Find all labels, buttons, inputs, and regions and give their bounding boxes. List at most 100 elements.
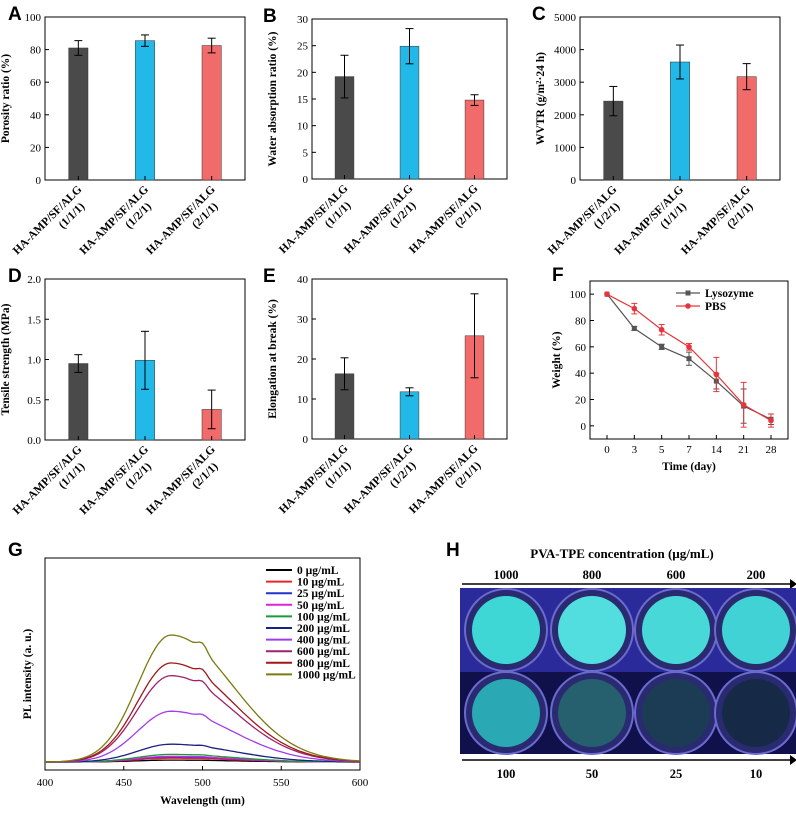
x-tick-label: 21 bbox=[738, 444, 749, 456]
panel-b: B 0 5 10 15 20 25 30 Water absorption ratio (%) H… bbox=[263, 6, 508, 266]
y-tick-label: 5 bbox=[303, 147, 309, 159]
y-tick-label: 5000 bbox=[554, 12, 577, 24]
series-point bbox=[659, 344, 665, 350]
x-tick-label: HA-AMP/SF/ALG(1/1/1) bbox=[11, 444, 94, 527]
legend-label: 25 µg/mL bbox=[297, 588, 345, 600]
legend-label: 800 µg/mL bbox=[297, 658, 350, 670]
y-tick-label: 1.0 bbox=[27, 355, 41, 367]
panel-d: D 0.0 0.5 1.0 1.5 2.0 Tensile strength (MPa) HA… bbox=[0, 266, 246, 527]
bar bbox=[201, 45, 222, 181]
y-tick-label: 20 bbox=[297, 67, 309, 79]
well bbox=[472, 679, 540, 747]
bar bbox=[68, 363, 89, 441]
y-tick-label: 0.5 bbox=[27, 395, 41, 407]
y-tick-label: 30 bbox=[297, 14, 309, 26]
bottom-row-concentration: 10 bbox=[750, 767, 763, 781]
bar bbox=[464, 99, 485, 180]
y-axis-label: WVTR (g/m²·24 h) bbox=[535, 52, 547, 145]
bottom-row-concentration: 25 bbox=[670, 767, 683, 781]
panel-label-g: G bbox=[8, 540, 23, 561]
legend-label: 400 µg/mL bbox=[297, 635, 350, 647]
y-tick-label: 40 bbox=[30, 110, 42, 122]
y-axis-label: Water absorption ratio (%) bbox=[267, 31, 279, 166]
x-tick-label: 600 bbox=[352, 777, 369, 789]
panel-label-a: A bbox=[8, 4, 22, 25]
x-tick-label: 450 bbox=[116, 777, 133, 789]
y-tick-label: 30 bbox=[297, 314, 309, 326]
bar bbox=[399, 45, 420, 180]
y-tick-label: 2000 bbox=[554, 110, 577, 122]
y-tick-label: 4000 bbox=[554, 45, 577, 57]
x-tick-label: HA-AMP/SF/ALG(2/1/1) bbox=[144, 444, 227, 527]
panel-h: H PVA-TPE concentration (µg/mL) 1000 800 6… bbox=[446, 540, 796, 781]
top-row-concentration: 800 bbox=[583, 568, 602, 582]
series-point bbox=[713, 371, 720, 378]
legend-label: 50 µg/mL bbox=[297, 600, 345, 612]
legend-marker bbox=[685, 303, 691, 309]
well bbox=[642, 679, 710, 747]
x-tick-label: HA-AMP/SF/ALG(2/1/1) bbox=[407, 443, 490, 526]
panel-e: E 0 10 20 30 40 Elongation at break (%) HA-AMP/… bbox=[263, 266, 508, 526]
y-tick-label: 80 bbox=[30, 45, 42, 57]
y-tick-label: 15 bbox=[297, 94, 309, 106]
legend-label: 0 µg/mL bbox=[297, 565, 339, 577]
legend-label: 1000 µg/mL bbox=[297, 669, 356, 681]
x-tick-label: HA-AMP/SF/ALG(1/2/1) bbox=[78, 444, 161, 527]
y-tick-label: 80 bbox=[575, 316, 587, 328]
panel-label-h: H bbox=[446, 540, 460, 561]
top-row-concentration: 200 bbox=[747, 568, 766, 582]
x-tick-label: HA-AMP/SF/ALG(1/2/1) bbox=[546, 184, 629, 267]
panel-label-b: B bbox=[263, 6, 277, 27]
bottom-row-concentration: 50 bbox=[586, 767, 599, 781]
x-tick-label: 14 bbox=[711, 444, 723, 456]
x-tick-label: 5 bbox=[659, 444, 665, 456]
panel-label-e: E bbox=[263, 266, 276, 287]
legend-marker bbox=[685, 290, 691, 296]
x-tick-label: 550 bbox=[273, 777, 290, 789]
series-point bbox=[768, 417, 774, 424]
y-tick-label: 1.5 bbox=[27, 314, 41, 326]
y-tick-label: 20 bbox=[30, 142, 42, 154]
x-tick-label: HA-AMP/SF/ALG(2/1/1) bbox=[679, 184, 762, 267]
y-tick-label: 10 bbox=[297, 394, 309, 406]
y-tick-label: 0 bbox=[571, 175, 577, 187]
bar bbox=[68, 47, 89, 181]
well bbox=[642, 596, 710, 664]
series-point bbox=[686, 356, 692, 362]
spectrum-line bbox=[45, 634, 361, 763]
y-tick-label: 2.0 bbox=[27, 274, 41, 286]
y-axis-label: Tensile strength (MPa) bbox=[0, 303, 12, 415]
series-point bbox=[631, 305, 638, 312]
y-tick-label: 0 bbox=[581, 421, 587, 433]
y-tick-label: 3000 bbox=[554, 77, 577, 89]
panel-a: A 0 20 40 60 80 100 Porosity ratio (%) HA-AMP/SF… bbox=[0, 4, 246, 257]
y-tick-label: 0 bbox=[303, 174, 309, 186]
x-tick-label: 28 bbox=[766, 444, 778, 456]
arrow-top-head bbox=[790, 579, 796, 589]
x-axis-label: Time (day) bbox=[662, 461, 716, 473]
well bbox=[558, 596, 626, 664]
y-tick-label: 0.0 bbox=[27, 435, 41, 447]
x-tick-label: 7 bbox=[686, 444, 692, 456]
panel-f: F 0 20 40 60 80 100 0 3 5 7 14 21 28 Time (day) Weight … bbox=[551, 265, 789, 473]
y-tick-label: 0 bbox=[303, 434, 309, 446]
well bbox=[472, 596, 540, 664]
legend-label: 100 µg/mL bbox=[297, 611, 350, 623]
y-tick-label: 0 bbox=[36, 175, 42, 187]
legend-label: Lysozyme bbox=[705, 288, 754, 300]
y-tick-label: 60 bbox=[575, 342, 587, 354]
series-point bbox=[740, 401, 747, 408]
legend-label: PBS bbox=[705, 301, 726, 313]
x-tick-label: HA-AMP/SF/ALG(2/1/1) bbox=[407, 183, 490, 266]
x-tick-label: 0 bbox=[604, 444, 610, 456]
series-point bbox=[604, 291, 610, 297]
panel-label-c: C bbox=[532, 4, 546, 25]
panel-label-f: F bbox=[552, 265, 564, 286]
bar bbox=[736, 76, 757, 181]
spectrum-line bbox=[45, 674, 361, 763]
y-axis-label: Porosity ratio (%) bbox=[0, 54, 12, 143]
series-point bbox=[658, 326, 665, 333]
y-tick-label: 10 bbox=[297, 121, 309, 133]
y-tick-label: 1000 bbox=[554, 142, 577, 154]
legend-label: 600 µg/mL bbox=[297, 646, 350, 658]
